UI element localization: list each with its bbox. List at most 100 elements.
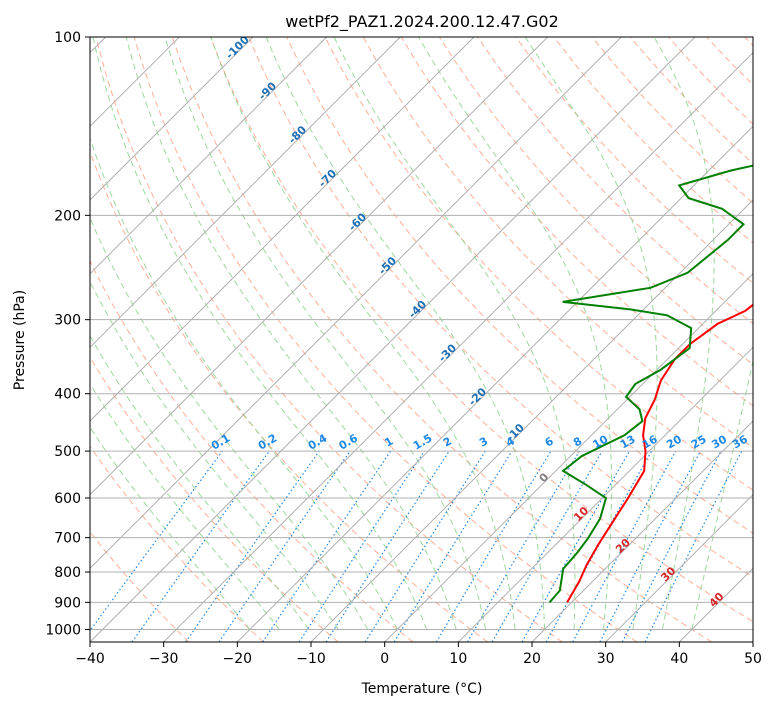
isotherm-line [752, 641, 753, 642]
y-tick-label: 700 [54, 531, 81, 547]
mixing-ratio-line [572, 450, 677, 642]
mixing-ratio-line [262, 450, 392, 642]
mixing-ratio-line [393, 450, 513, 642]
isotherm-line [163, 51, 753, 642]
dry-adiabat-line [95, 37, 563, 642]
isotherm-label: -70 [316, 167, 339, 190]
isotherm-label: -40 [406, 298, 429, 321]
mixing-ratio-line [364, 450, 486, 642]
isotherm-label: 30 [658, 564, 678, 584]
y-axis-label: Pressure (hPa) [12, 290, 28, 390]
isobars [90, 214, 753, 630]
moist-adiabat-line [653, 37, 715, 630]
isotherm-line [384, 272, 753, 642]
moist-adiabat-line [164, 37, 487, 630]
moist-adiabat-line [418, 37, 613, 630]
dry-adiabat-line [90, 445, 264, 642]
isotherm-line [90, 37, 475, 422]
isotherm-line [90, 37, 401, 349]
moist-adiabat-line [90, 382, 280, 630]
x-tick-label: 40 [670, 651, 688, 667]
isotherm-line [90, 37, 622, 570]
mixing-ratio-label: 1.5 [411, 432, 434, 453]
moist-adiabats [90, 37, 753, 630]
y-tick-label: 100 [54, 30, 81, 46]
x-tick-label: −10 [296, 651, 326, 667]
dry-adiabat-line [553, 37, 753, 244]
x-tick-label: 20 [523, 651, 541, 667]
mixing-ratio-label: 1 [382, 435, 395, 450]
mixing-ratio-line [545, 450, 653, 642]
moist-adiabat-line [92, 37, 428, 630]
dry-adiabat-line [90, 356, 339, 642]
mixing-ratio-label: 20 [664, 432, 684, 451]
mixing-ratio-label: 0.2 [256, 432, 279, 453]
mixing-ratio-lines [90, 450, 743, 642]
dry-adiabat-line [171, 37, 712, 642]
mixing-ratio-line [325, 450, 450, 642]
isotherm-line [531, 420, 753, 642]
dry-adiabat-line [324, 37, 753, 491]
mixing-ratio-label: 25 [689, 433, 709, 452]
mixing-ratio-label: 3 [477, 435, 490, 450]
moist-adiabat-line [90, 136, 398, 630]
dry-adiabat-line [286, 37, 753, 534]
moist-adiabat-line [691, 358, 753, 630]
x-axis: −40 −30 −20 −10 0 10 20 30 40 50 [75, 642, 762, 667]
x-tick-label: −20 [223, 651, 253, 667]
x-tick-label: −30 [149, 651, 179, 667]
mixing-ratio-line [521, 450, 631, 642]
isotherm-label: -50 [376, 254, 399, 277]
moist-adiabat-line [524, 37, 658, 630]
y-tick-label: 600 [54, 491, 81, 507]
dry-adiabat-line [668, 37, 753, 125]
x-tick-label: 10 [449, 651, 467, 667]
moist-adiabat-line [90, 216, 369, 630]
x-tick-label: −40 [75, 651, 105, 667]
chart-title: wetPf2_PAZ1.2024.200.12.47.G02 [285, 12, 559, 32]
dry-adiabat-line [706, 37, 753, 86]
x-axis-label: Temperature (°C) [361, 681, 483, 697]
plot-area: -100-90-80-70-60-50-40-30-20-10010203040… [90, 37, 753, 642]
y-tick-label: 300 [54, 313, 81, 329]
moist-adiabat-line [210, 37, 516, 630]
moist-adiabat-line [90, 334, 310, 630]
isotherm-label: 20 [613, 536, 633, 556]
mixing-ratio-line [435, 450, 552, 642]
y-tick-label: 1000 [45, 622, 81, 638]
mixing-ratio-line [218, 450, 351, 642]
x-tick-label: 30 [597, 651, 615, 667]
y-tick-label: 200 [54, 208, 81, 224]
dry-adiabat-line [248, 37, 753, 578]
isotherm-label: 40 [707, 590, 727, 610]
mixing-ratio-label: 0.1 [209, 432, 232, 453]
isotherms [90, 37, 753, 642]
dry-adiabat-line [744, 37, 753, 47]
isotherm-label: 10 [571, 504, 591, 524]
mixing-ratio-line [90, 450, 223, 632]
mixing-ratio-label: 8 [571, 435, 584, 450]
temperature-line [566, 303, 753, 603]
x-tick-label: 50 [744, 651, 762, 667]
mixing-ratio-line [298, 450, 425, 642]
dry-adiabat-line [515, 37, 753, 284]
mixing-ratio-line [644, 450, 743, 642]
isotherm-label: -80 [286, 123, 309, 146]
y-tick-label: 900 [54, 595, 81, 611]
moist-adiabat-line [125, 37, 457, 630]
mixing-ratio-line [131, 450, 270, 642]
isotherm-line [605, 493, 753, 642]
dry-adiabat-line [90, 150, 488, 642]
plot-frame [89, 36, 754, 643]
y-tick-label: 400 [54, 387, 81, 403]
y-tick-label: 800 [54, 565, 81, 581]
mixing-ratio-label: 10 [591, 432, 611, 451]
mixing-ratio-label: 6 [543, 434, 556, 449]
profile-series [548, 164, 753, 603]
isotherm-label: -60 [346, 210, 369, 233]
y-tick-label: 500 [54, 444, 81, 460]
mixing-ratio-label: 13 [618, 433, 638, 452]
isotherm-line [236, 125, 753, 642]
dewpoint-line [548, 164, 753, 603]
